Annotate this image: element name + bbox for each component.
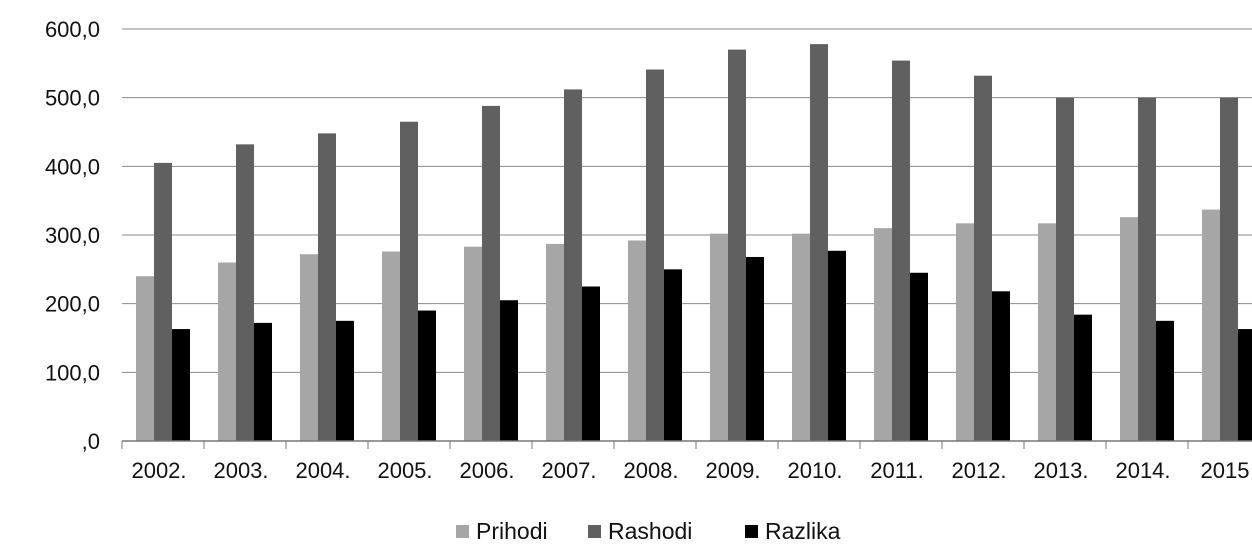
bar-rashodi bbox=[564, 89, 582, 441]
bar-razlika bbox=[1074, 314, 1092, 441]
bar-rashodi bbox=[646, 69, 664, 441]
bar-razlika bbox=[582, 286, 600, 441]
bar-razlika bbox=[418, 310, 436, 441]
bar-prihodi bbox=[628, 240, 646, 441]
x-tick-label: 2005. bbox=[377, 458, 432, 483]
bars bbox=[136, 44, 1252, 442]
y-tick-label: 100,0 bbox=[45, 360, 100, 385]
bar-razlika bbox=[336, 320, 354, 441]
legend-label-rashodi: Rashodi bbox=[608, 518, 692, 544]
bar-razlika bbox=[992, 291, 1010, 441]
x-tick-label: 2014. bbox=[1115, 458, 1170, 483]
bar-rashodi bbox=[1220, 97, 1238, 442]
legend-swatch-rashodi bbox=[588, 525, 601, 538]
bar-razlika bbox=[500, 300, 518, 441]
bar-prihodi bbox=[136, 276, 154, 441]
x-tick-label: 2013. bbox=[1033, 458, 1088, 483]
x-tick-label: 2002. bbox=[131, 458, 186, 483]
bar-prihodi bbox=[382, 251, 400, 441]
bar-razlika bbox=[664, 269, 682, 441]
x-tick-label: 2006. bbox=[459, 458, 514, 483]
legend: Prihodi Rashodi Razlika bbox=[456, 518, 841, 544]
bar-rashodi bbox=[810, 44, 828, 442]
bar-razlika bbox=[1238, 329, 1252, 441]
bar-prihodi bbox=[1038, 223, 1056, 441]
x-tick-label: 2009. bbox=[705, 458, 760, 483]
x-tick-label: 2010. bbox=[787, 458, 842, 483]
x-tick-label: 2012. bbox=[951, 458, 1006, 483]
y-tick-label: 600,0 bbox=[45, 17, 100, 42]
bar-razlika bbox=[254, 322, 272, 441]
bar-razlika bbox=[1156, 320, 1174, 441]
x-tick-label: 2011. bbox=[870, 458, 923, 483]
bar-rashodi bbox=[1056, 97, 1074, 442]
x-tick-label: 2008. bbox=[623, 458, 678, 483]
y-tick-label: 300,0 bbox=[45, 223, 100, 248]
bar-rashodi bbox=[892, 60, 910, 441]
legend-swatch-razlika bbox=[745, 525, 758, 538]
bar-razlika bbox=[828, 250, 846, 441]
legend-swatch-prihodi bbox=[456, 525, 469, 538]
bar-rashodi bbox=[482, 105, 500, 441]
bar-rashodi bbox=[400, 121, 418, 441]
bar-rashodi bbox=[1138, 97, 1156, 442]
x-tick-label: 2007. bbox=[541, 458, 596, 483]
x-tick-label: 2004. bbox=[295, 458, 350, 483]
bar-rashodi bbox=[728, 49, 746, 441]
x-tick-label: 2015 bbox=[1201, 458, 1250, 483]
y-tick-label: 400,0 bbox=[45, 154, 100, 179]
bar-razlika bbox=[172, 329, 190, 441]
x-tick-label: 2003. bbox=[213, 458, 268, 483]
bar-prihodi bbox=[1202, 209, 1220, 441]
bar-rashodi bbox=[974, 75, 992, 442]
legend-label-prihodi: Prihodi bbox=[476, 518, 548, 544]
bar-rashodi bbox=[236, 144, 254, 442]
bar-razlika bbox=[746, 256, 764, 441]
y-axis: ,0 100,0 200,0 300,0 400,0 500,0 600,0 bbox=[45, 17, 100, 454]
bar-prihodi bbox=[1120, 217, 1138, 441]
bar-razlika bbox=[910, 272, 928, 441]
bar-prihodi bbox=[710, 233, 728, 441]
legend-label-razlika: Razlika bbox=[765, 518, 841, 544]
bar-prihodi bbox=[546, 243, 564, 441]
bar-rashodi bbox=[154, 162, 172, 441]
bar-prihodi bbox=[464, 246, 482, 441]
bar-rashodi bbox=[318, 133, 336, 441]
y-tick-label: 200,0 bbox=[45, 292, 100, 317]
bar-prihodi bbox=[218, 262, 236, 441]
bar-prihodi bbox=[300, 254, 318, 441]
bar-prihodi bbox=[874, 228, 892, 441]
x-axis: 2002. 2003. 2004. 2005. 2006. 2007. 2008. 2009.… bbox=[121, 440, 1252, 483]
bar-prihodi bbox=[792, 233, 810, 441]
y-tick-label: 500,0 bbox=[45, 86, 100, 111]
y-tick-label: ,0 bbox=[82, 429, 100, 454]
bar-prihodi bbox=[956, 223, 974, 441]
